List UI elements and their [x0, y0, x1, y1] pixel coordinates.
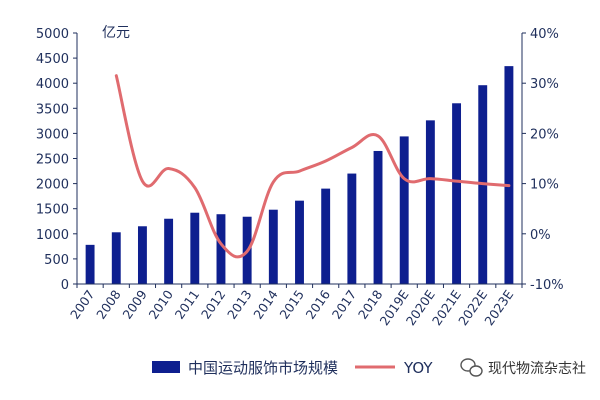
- legend-bar-label: 中国运动服饰市场规模: [188, 359, 338, 377]
- yoy-line: [114, 74, 511, 259]
- right-tick-label: 30%: [530, 77, 559, 92]
- bar-series: [85, 66, 514, 285]
- left-tick-label: 500: [44, 253, 69, 268]
- legend-line-label: YOY: [403, 359, 433, 377]
- x-tick-label: 2008: [93, 287, 124, 322]
- right-tick-label: 20%: [530, 127, 559, 142]
- x-tick-label: 2017: [329, 287, 360, 322]
- legend: 中国运动服饰市场规模 YOY: [152, 359, 433, 377]
- left-axis: 0 500 1000 1500 2000 2500 3000 3500 4000 4500 5000: [36, 27, 78, 293]
- bar: [111, 232, 121, 284]
- x-tick-label: 2012: [198, 287, 229, 322]
- watermark-text: 现代物流杂志社: [488, 361, 586, 377]
- right-axis: -10% 0% 10% 20% 30% 40%: [521, 27, 564, 293]
- left-tick-label: 2000: [36, 178, 69, 193]
- left-tick-label: 0: [61, 278, 69, 293]
- x-tick-label: 2009: [119, 287, 150, 322]
- bar: [399, 136, 409, 284]
- left-tick-label: 1500: [36, 203, 69, 218]
- bar: [504, 66, 514, 284]
- bar: [216, 214, 226, 284]
- bar: [425, 120, 435, 285]
- watermark: 现代物流杂志社: [460, 358, 586, 377]
- x-axis: 2007200820092010201120122013201420152016…: [67, 283, 523, 328]
- x-tick-label: 2013: [224, 287, 255, 322]
- x-tick-label: 2007: [67, 287, 98, 322]
- left-tick-label: 5000: [36, 27, 69, 42]
- left-tick-label: 2500: [36, 153, 69, 168]
- x-tick-label: 2015: [276, 287, 307, 322]
- x-tick-label: 2010: [146, 287, 177, 322]
- bar: [295, 200, 304, 284]
- bar: [452, 103, 462, 284]
- left-tick-label: 1000: [36, 228, 69, 243]
- y-axis-unit-label: 亿元: [102, 25, 130, 41]
- x-tick-label: 2016: [303, 287, 334, 322]
- x-tick-label: 2011: [172, 287, 203, 322]
- bar: [373, 150, 383, 284]
- left-tick-label: 4500: [36, 52, 69, 67]
- left-tick-label: 3500: [36, 102, 69, 117]
- bar: [164, 218, 174, 284]
- bar: [268, 209, 278, 284]
- left-tick-label: 3000: [36, 127, 69, 142]
- yoy-line-series: [114, 74, 511, 259]
- legend-bar-swatch: [152, 361, 180, 373]
- right-tick-label: 40%: [530, 27, 559, 42]
- bar: [137, 226, 147, 284]
- x-tick-label: 2014: [250, 287, 281, 322]
- bar: [321, 188, 331, 284]
- right-tick-label: 0%: [530, 228, 551, 243]
- right-tick-label: -10%: [530, 278, 564, 293]
- bar: [85, 244, 95, 284]
- left-tick-label: 4000: [36, 77, 69, 92]
- bar: [190, 212, 200, 284]
- right-tick-label: 10%: [530, 178, 559, 193]
- bar: [347, 173, 357, 284]
- wechat-icon: [460, 358, 483, 377]
